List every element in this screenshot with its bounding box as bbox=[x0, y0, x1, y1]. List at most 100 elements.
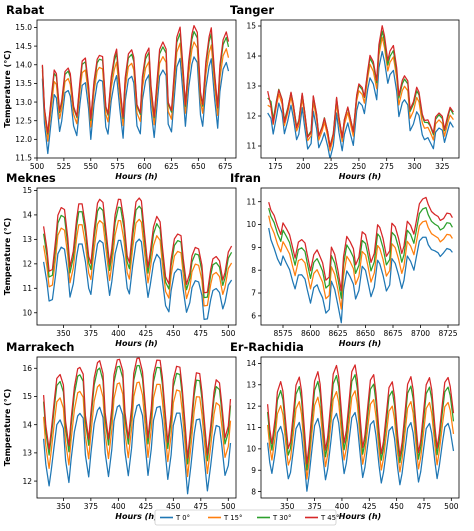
legend-entry: T 30° bbox=[257, 514, 291, 522]
y-tick-label: 14 bbox=[246, 359, 256, 368]
x-axis-label: Hours (h) bbox=[339, 512, 381, 521]
x-tick-label: 400 bbox=[335, 502, 350, 511]
x-tick-label: 8625 bbox=[328, 329, 347, 338]
legend-entry: T 15° bbox=[208, 514, 242, 522]
y-tick-label: 7 bbox=[251, 289, 256, 298]
y-tick-label: 8 bbox=[251, 266, 256, 275]
x-axis-label: Hours (h) bbox=[115, 339, 157, 348]
x-tick-label: 500 bbox=[444, 502, 459, 511]
x-tick-label: 8700 bbox=[411, 329, 430, 338]
panel-title: Marrakech bbox=[6, 340, 74, 354]
legend-entry: T 0° bbox=[160, 514, 190, 522]
series-group bbox=[267, 25, 454, 158]
legend-label: T 15° bbox=[223, 514, 242, 522]
y-tick-label: 13 bbox=[22, 449, 32, 458]
x-tick-label: 500 bbox=[221, 502, 236, 511]
x-axis-label: Hours (h) bbox=[115, 512, 157, 521]
series-line-2 bbox=[42, 218, 233, 307]
y-tick-label: 6 bbox=[251, 312, 256, 321]
chart-panel-6: Er-Rachidia 350 375 400 425 450 475 500 8 9 10 11 12… bbox=[230, 340, 460, 521]
axes-frame bbox=[260, 187, 460, 326]
y-tick-label: 10 bbox=[246, 220, 256, 229]
x-tick-label: 375 bbox=[307, 502, 322, 511]
series-line-4 bbox=[268, 196, 453, 292]
legend-box bbox=[154, 509, 337, 526]
y-tick-label: 13 bbox=[246, 380, 256, 389]
x-tick-label: 500 bbox=[221, 329, 236, 338]
x-tick-label: 675 bbox=[218, 162, 233, 171]
panel-title: Rabat bbox=[6, 3, 45, 17]
x-tick-label: 475 bbox=[417, 502, 432, 511]
y-tick-label: 11.5 bbox=[15, 154, 32, 163]
x-tick-label: 200 bbox=[296, 162, 311, 171]
legend-entry: T 45° bbox=[305, 514, 339, 522]
y-tick-label: 13 bbox=[22, 235, 32, 244]
y-tick-label: 10 bbox=[22, 308, 32, 317]
y-axis-label: Temperature (°C) bbox=[3, 389, 12, 467]
y-tick-label: 9 bbox=[251, 466, 256, 475]
x-tick-label: 425 bbox=[139, 502, 154, 511]
series-line-4 bbox=[42, 197, 233, 294]
x-tick-label: 625 bbox=[164, 162, 179, 171]
y-tick-label: 12 bbox=[22, 477, 32, 486]
x-tick-label: 425 bbox=[139, 329, 154, 338]
x-tick-label: 275 bbox=[380, 162, 395, 171]
x-tick-label: 400 bbox=[111, 502, 126, 511]
x-axis-label: Hours (h) bbox=[115, 172, 157, 181]
x-tick-label: 375 bbox=[84, 329, 99, 338]
series-line-3 bbox=[268, 206, 453, 299]
series-line-3 bbox=[42, 205, 233, 299]
x-tick-label: 225 bbox=[324, 162, 339, 171]
series-group bbox=[42, 357, 232, 495]
x-tick-label: 650 bbox=[191, 162, 206, 171]
chart-panel-2: Tanger 175 200 225 250 275 300 325 11 12 13 14 15 Hou… bbox=[230, 3, 460, 181]
y-tick-label: 9 bbox=[251, 243, 256, 252]
axes-frame bbox=[260, 19, 460, 159]
x-tick-label: 350 bbox=[280, 502, 295, 511]
chart-panel-3: Meknes 350 375 400 425 450 475 500 10 11 12 13 14 15 H… bbox=[3, 171, 237, 348]
y-tick-label: 15 bbox=[246, 22, 256, 31]
y-tick-label: 15 bbox=[22, 186, 32, 195]
y-tick-label: 11 bbox=[246, 423, 256, 432]
panel-title: Ifran bbox=[230, 171, 261, 185]
series-line-4 bbox=[42, 357, 232, 459]
series-line-2 bbox=[267, 36, 454, 152]
series-line-3 bbox=[266, 374, 455, 471]
x-tick-label: 450 bbox=[166, 502, 181, 511]
y-tick-label: 13 bbox=[246, 82, 256, 91]
series-group bbox=[266, 364, 455, 492]
series-line-1 bbox=[42, 403, 232, 495]
series-line-4 bbox=[267, 25, 454, 148]
x-tick-label: 475 bbox=[194, 502, 209, 511]
series-line-1 bbox=[267, 50, 454, 158]
chart-panel-1: Rabat 500 525 550 575 600 625 650 675 11.5 12.0 12.… bbox=[3, 3, 237, 181]
series-line-1 bbox=[42, 238, 233, 321]
series-line-2 bbox=[268, 215, 453, 310]
y-tick-label: 11 bbox=[22, 284, 32, 293]
y-tick-label: 14.0 bbox=[15, 60, 32, 69]
y-tick-label: 14 bbox=[22, 211, 32, 220]
legend: T 0° T 15° T 30° T 45° bbox=[154, 509, 339, 526]
y-tick-label: 13.0 bbox=[15, 98, 32, 107]
x-tick-label: 525 bbox=[57, 162, 72, 171]
series-line-1 bbox=[268, 227, 453, 324]
series-group bbox=[268, 196, 453, 324]
x-tick-label: 425 bbox=[362, 502, 377, 511]
series-line-2 bbox=[42, 381, 232, 478]
x-tick-label: 350 bbox=[56, 502, 71, 511]
x-tick-label: 8600 bbox=[301, 329, 320, 338]
series-line-3 bbox=[42, 364, 232, 465]
x-tick-label: 350 bbox=[56, 329, 71, 338]
y-tick-label: 14.5 bbox=[15, 42, 32, 51]
y-tick-label: 10 bbox=[246, 445, 256, 454]
series-line-4 bbox=[266, 364, 455, 465]
x-tick-label: 600 bbox=[137, 162, 152, 171]
x-tick-label: 325 bbox=[435, 162, 450, 171]
y-tick-label: 16 bbox=[22, 364, 32, 373]
y-tick-label: 15 bbox=[22, 392, 32, 401]
y-tick-label: 12.0 bbox=[15, 135, 32, 144]
y-tick-label: 11 bbox=[246, 142, 256, 151]
y-tick-label: 8 bbox=[251, 487, 256, 496]
legend-label: T 45° bbox=[320, 514, 339, 522]
